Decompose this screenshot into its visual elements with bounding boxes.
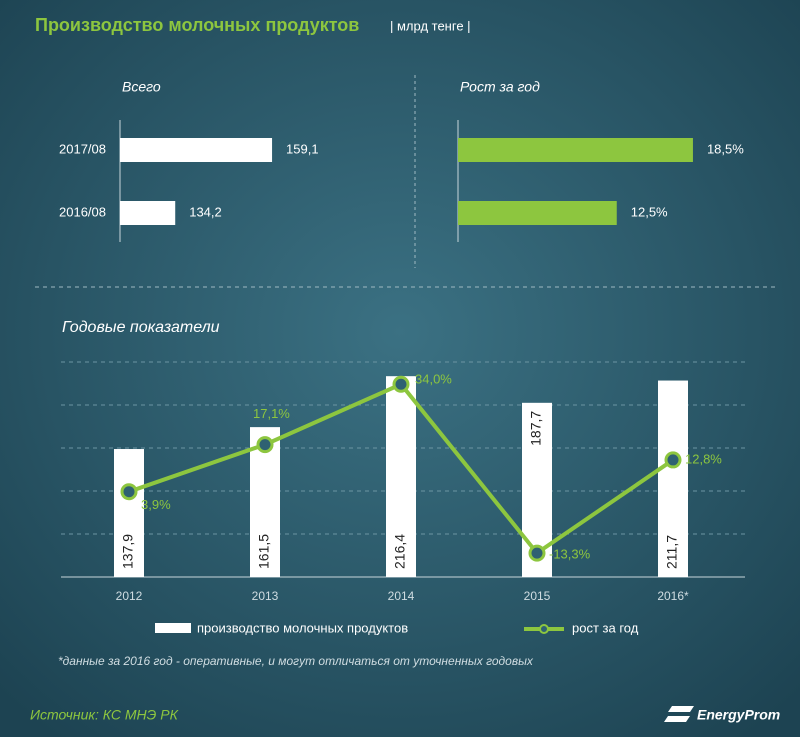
value-label: 137,9 [120, 534, 136, 569]
legend-swatch [539, 624, 549, 634]
value-label: 187,7 [528, 411, 544, 446]
value-label: -13,3% [549, 547, 591, 562]
panel-title: Всего [122, 79, 161, 95]
point [528, 544, 546, 562]
point [392, 375, 410, 393]
x-tick-label: 2014 [388, 589, 415, 603]
point [256, 436, 274, 454]
x-tick-label: 2015 [524, 589, 551, 603]
source: Источник: КС МНЭ РК [30, 707, 179, 723]
bar [114, 449, 144, 577]
legend-swatch [155, 623, 191, 633]
value-label: 161,5 [256, 534, 272, 569]
bar [458, 138, 693, 162]
bar [386, 376, 416, 577]
logo: EnergyProm [697, 707, 780, 723]
legend-label: рост за год [572, 620, 639, 635]
value-label: 18,5% [707, 141, 744, 156]
value-label: 159,1 [286, 141, 319, 156]
bar [120, 201, 176, 225]
value-label: 216,4 [392, 534, 408, 569]
point [120, 483, 138, 501]
value-label: 34,0% [415, 372, 452, 387]
panel-title: Годовые показатели [62, 319, 220, 336]
bar [658, 380, 688, 577]
value-label: 12,8% [685, 451, 722, 466]
x-tick-label: 2012 [116, 589, 143, 603]
x-tick-label: 2013 [252, 589, 279, 603]
value-label: 12,5% [631, 204, 668, 219]
value-label: 134,2 [189, 204, 222, 219]
category-label: 2016/08 [59, 204, 106, 219]
panel-title: Рост за год [460, 79, 540, 95]
x-tick-label: 2016* [657, 589, 689, 603]
logo-icon [664, 706, 694, 722]
unit: | млрд тенге | [390, 18, 471, 33]
value-label: 3,9% [141, 497, 171, 512]
bar [458, 201, 617, 225]
footnote: *данные за 2016 год - оперативные, и мог… [58, 654, 534, 668]
bar [120, 138, 273, 162]
title: Производство молочных продуктов [35, 15, 359, 35]
legend-label: производство молочных продуктов [197, 620, 408, 635]
value-label: 17,1% [253, 406, 290, 421]
category-label: 2017/08 [59, 141, 106, 156]
point [664, 451, 682, 469]
value-label: 211,7 [664, 535, 680, 569]
